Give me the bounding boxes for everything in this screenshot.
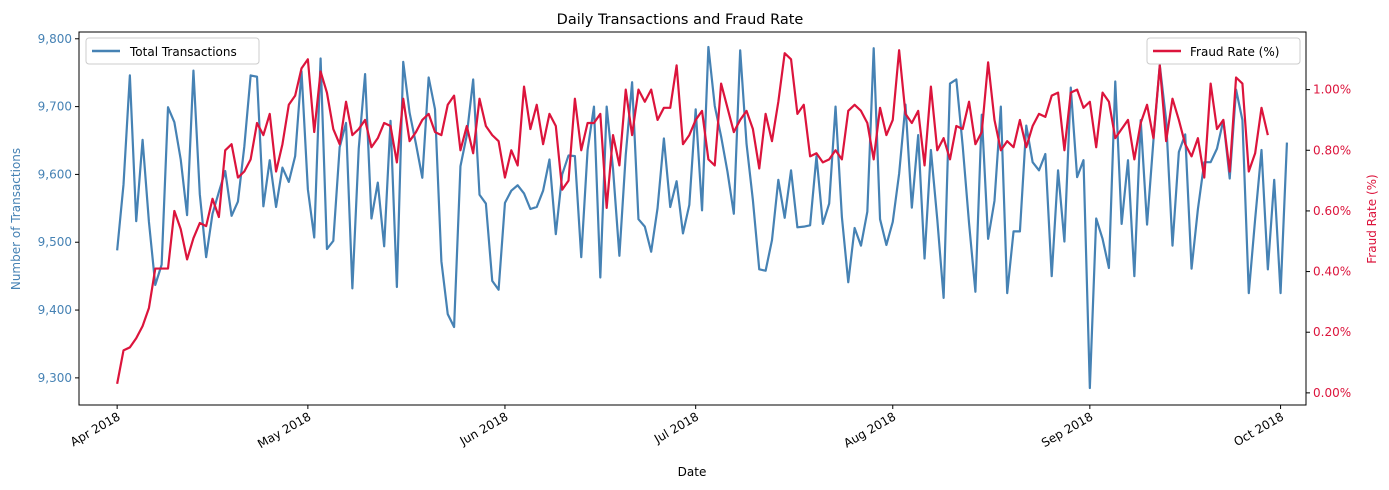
chart-title: Daily Transactions and Fraud Rate [557, 12, 804, 28]
y-left-tick-label: 9,400 [38, 303, 72, 317]
y-right-tick-label: 0.40% [1313, 265, 1351, 279]
x-tick-label: May 2018 [255, 409, 313, 451]
y-left-tick-label: 9,500 [38, 235, 72, 249]
y-left-tick-label: 9,600 [38, 167, 72, 181]
y-right-tick-label: 1.00% [1313, 83, 1351, 97]
y-axis-right: 0.00% 0.20% 0.40% 0.60% 0.80% 1.00% [1306, 83, 1351, 400]
legend-fraud: Fraud Rate (%) [1146, 37, 1301, 65]
series-line-transactions [116, 45, 1289, 390]
x-tick-label: Apr 2018 [68, 409, 123, 449]
legend-transactions-label: Total Transactions [129, 45, 237, 59]
y-left-tick-label: 9,300 [38, 371, 72, 385]
y-right-tick-label: 0.20% [1313, 325, 1351, 339]
x-tick-label: Jun 2018 [457, 409, 511, 448]
x-axis: Apr 2018 May 2018 Jun 2018 Jul 2018 Aug 2018… [68, 405, 1286, 451]
y-left-tick-label: 9,700 [38, 100, 72, 114]
plot-area-frame [78, 31, 1307, 406]
x-tick-label: Oct 2018 [1231, 409, 1286, 449]
x-axis-label: Date [678, 465, 707, 479]
y-axis-left-label: Number of Transactions [9, 148, 23, 290]
y-axis-right-label: Fraud Rate (%) [1365, 174, 1379, 263]
legend-fraud-label: Fraud Rate (%) [1190, 45, 1279, 59]
x-tick-label: Aug 2018 [841, 409, 898, 450]
y-right-tick-label: 0.00% [1313, 386, 1351, 400]
legend-transactions: Total Transactions [85, 37, 260, 65]
y-right-tick-label: 0.60% [1313, 204, 1351, 218]
y-axis-left: 9,300 9,400 9,500 9,600 9,700 9,800 [38, 32, 79, 385]
series-lines [116, 45, 1289, 390]
x-tick-label: Sep 2018 [1039, 409, 1095, 450]
y-right-tick-label: 0.80% [1313, 143, 1351, 157]
series-line-fraud-rate [116, 49, 1269, 384]
x-tick-label: Jul 2018 [651, 409, 701, 446]
y-left-tick-label: 9,800 [38, 32, 72, 46]
